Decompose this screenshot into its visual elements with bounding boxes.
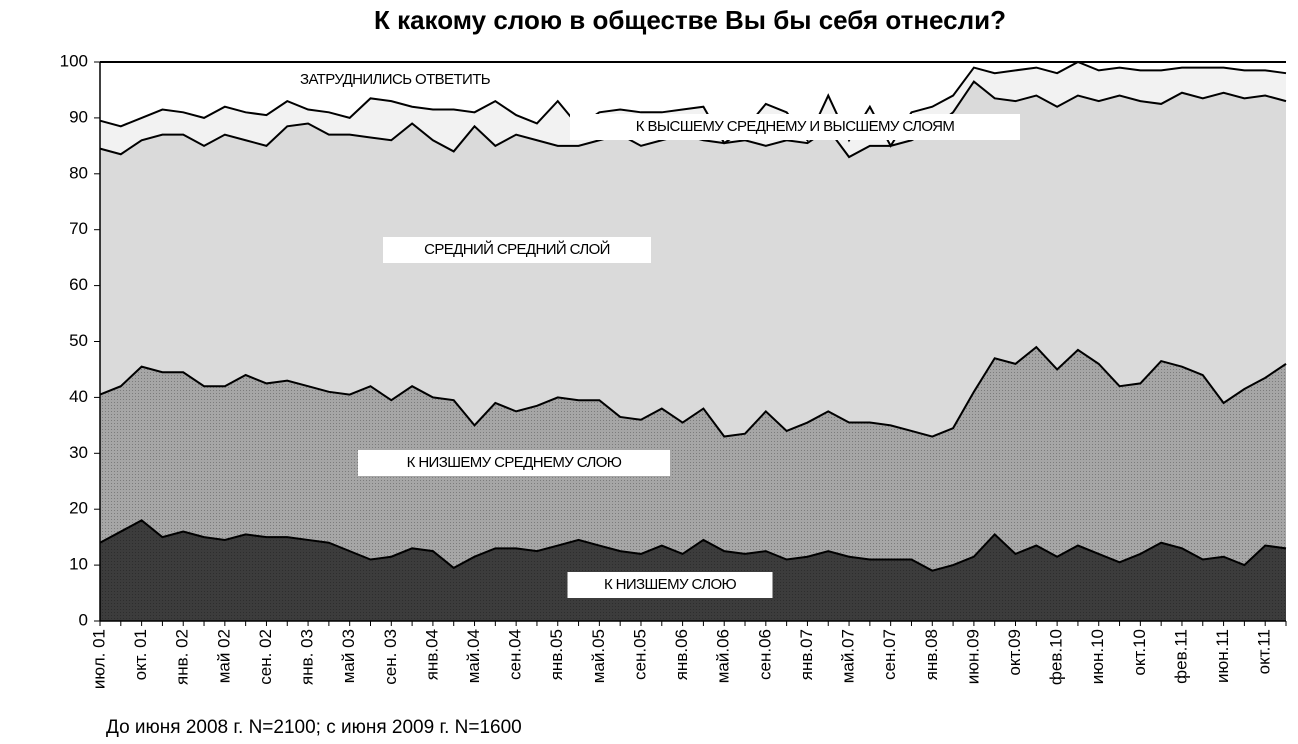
x-tick-label: фев.11 xyxy=(1171,629,1190,684)
x-tick-label: янв. 02 xyxy=(173,629,192,685)
x-tick-label: май.07 xyxy=(839,629,858,683)
x-tick-label: сен.04 xyxy=(506,629,525,680)
y-tick-label: 50 xyxy=(69,331,88,350)
x-tick-label: янв.07 xyxy=(797,629,816,680)
x-tick-label: сен. 03 xyxy=(381,629,400,685)
series-label: К ВЫСШЕМУ СРЕДНЕМУ И ВЫСШЕМУ СЛОЯМ xyxy=(636,118,955,135)
x-tick-label: май 02 xyxy=(214,629,233,683)
x-tick-label: окт. 01 xyxy=(131,629,150,680)
x-tick-label: янв.06 xyxy=(672,629,691,680)
x-tick-label: сен.05 xyxy=(630,629,649,680)
x-tick-label: май.04 xyxy=(464,629,483,683)
x-tick-label: янв.08 xyxy=(922,629,941,680)
x-tick-label: июл. 01 xyxy=(89,629,108,689)
area xyxy=(100,62,1286,158)
y-tick-label: 0 xyxy=(79,610,88,629)
area xyxy=(100,81,1286,437)
label-box xyxy=(567,572,773,598)
x-tick-label: сен. 02 xyxy=(256,629,275,685)
note: До июня 2008 г. N=2100; с июня 2009 г. N… xyxy=(106,717,522,738)
y-tick-label: 40 xyxy=(69,387,88,406)
y-tick-label: 60 xyxy=(69,275,88,294)
boundary-line xyxy=(99,345,1287,438)
x-tick-label: май.05 xyxy=(589,629,608,683)
x-tick-label: июн.09 xyxy=(963,629,982,684)
y-tick-label: 80 xyxy=(69,163,88,182)
series-label: К НИЗШЕМУ СЛОЮ xyxy=(604,576,737,593)
boundary-line xyxy=(99,60,1287,148)
area-texture xyxy=(100,347,1286,571)
label-box xyxy=(383,237,651,263)
boundary-line xyxy=(99,519,1287,572)
area xyxy=(100,62,1286,146)
label-box xyxy=(358,450,670,476)
y-tick-label: 20 xyxy=(69,499,88,518)
y-tick-label: 10 xyxy=(69,555,88,574)
series-label: К НИЗШЕМУ СРЕДНЕМУ СЛОЮ xyxy=(407,454,622,471)
x-tick-label: май.06 xyxy=(714,629,733,683)
x-tick-label: окт.09 xyxy=(1005,629,1024,676)
y-tick-label: 90 xyxy=(69,107,88,126)
y-tick-label: 30 xyxy=(69,443,88,462)
x-tick-label: янв. 03 xyxy=(298,629,317,685)
x-tick-label: июн.11 xyxy=(1213,629,1232,683)
x-tick-label: янв.04 xyxy=(422,629,441,680)
x-tick-label: окт.10 xyxy=(1130,629,1149,676)
x-tick-label: окт.11 xyxy=(1255,629,1274,674)
x-tick-label: июн.10 xyxy=(1088,629,1107,684)
chart-title: К какому слою в обществе Вы бы себя отне… xyxy=(374,5,1006,35)
area-texture xyxy=(100,520,1286,621)
x-tick-label: май 03 xyxy=(339,629,358,683)
series-label: ЗАТРУДНИЛИСЬ ОТВЕТИТЬ xyxy=(300,71,491,88)
series-label: СРЕДНИЙ СРЕДНИЙ СЛОЙ xyxy=(424,240,610,258)
x-tick-label: сен.07 xyxy=(880,629,899,680)
y-tick-label: 70 xyxy=(69,219,88,238)
x-tick-label: янв.05 xyxy=(547,629,566,680)
x-tick-label: фев.10 xyxy=(1047,629,1066,685)
label-box xyxy=(570,114,1020,140)
x-tick-label: сен.06 xyxy=(755,629,774,680)
y-tick-label: 100 xyxy=(60,51,88,70)
